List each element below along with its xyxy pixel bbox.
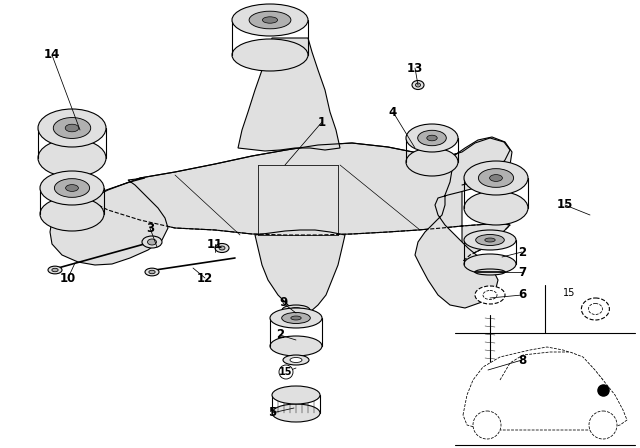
Ellipse shape bbox=[464, 191, 528, 225]
Polygon shape bbox=[88, 138, 510, 262]
Ellipse shape bbox=[262, 17, 278, 23]
Ellipse shape bbox=[270, 308, 322, 328]
Text: 11: 11 bbox=[207, 237, 223, 250]
Ellipse shape bbox=[232, 4, 308, 36]
Ellipse shape bbox=[249, 11, 291, 29]
Circle shape bbox=[473, 411, 501, 439]
Ellipse shape bbox=[483, 290, 497, 300]
Text: 5: 5 bbox=[268, 406, 276, 419]
Polygon shape bbox=[238, 38, 340, 151]
Polygon shape bbox=[50, 178, 168, 265]
Ellipse shape bbox=[418, 130, 446, 146]
Ellipse shape bbox=[479, 168, 514, 187]
Ellipse shape bbox=[145, 268, 159, 276]
Ellipse shape bbox=[40, 197, 104, 231]
Ellipse shape bbox=[142, 236, 162, 248]
Text: 9: 9 bbox=[279, 297, 287, 310]
Ellipse shape bbox=[65, 185, 79, 191]
Ellipse shape bbox=[483, 378, 497, 386]
Ellipse shape bbox=[291, 316, 301, 320]
Ellipse shape bbox=[147, 239, 157, 245]
Ellipse shape bbox=[52, 268, 58, 272]
Text: 13: 13 bbox=[407, 61, 423, 74]
Polygon shape bbox=[255, 230, 345, 312]
Ellipse shape bbox=[464, 230, 516, 250]
Text: 14: 14 bbox=[44, 48, 60, 61]
Ellipse shape bbox=[282, 313, 310, 323]
Text: 7: 7 bbox=[518, 266, 526, 279]
Text: 15: 15 bbox=[557, 198, 573, 211]
Ellipse shape bbox=[476, 234, 504, 246]
Ellipse shape bbox=[464, 161, 528, 195]
Text: 8: 8 bbox=[518, 353, 526, 366]
Ellipse shape bbox=[485, 238, 495, 242]
Ellipse shape bbox=[54, 179, 90, 198]
Ellipse shape bbox=[219, 246, 225, 250]
Ellipse shape bbox=[406, 148, 458, 176]
Text: 3: 3 bbox=[146, 221, 154, 234]
Text: 1: 1 bbox=[318, 116, 326, 129]
Polygon shape bbox=[415, 137, 512, 308]
Ellipse shape bbox=[272, 404, 320, 422]
Text: 15: 15 bbox=[563, 288, 575, 298]
Text: 6: 6 bbox=[518, 289, 526, 302]
Text: 15: 15 bbox=[279, 367, 292, 377]
Ellipse shape bbox=[490, 175, 502, 181]
Ellipse shape bbox=[290, 358, 302, 362]
Ellipse shape bbox=[588, 303, 602, 314]
Text: 12: 12 bbox=[197, 271, 213, 284]
Ellipse shape bbox=[475, 286, 505, 304]
Ellipse shape bbox=[290, 307, 302, 313]
Ellipse shape bbox=[38, 109, 106, 147]
Polygon shape bbox=[500, 352, 603, 380]
Ellipse shape bbox=[464, 254, 516, 274]
Text: 2: 2 bbox=[518, 246, 526, 258]
Text: 2: 2 bbox=[276, 328, 284, 341]
Text: 10: 10 bbox=[60, 271, 76, 284]
Ellipse shape bbox=[475, 269, 505, 275]
Ellipse shape bbox=[406, 124, 458, 152]
Ellipse shape bbox=[427, 135, 437, 141]
Ellipse shape bbox=[283, 355, 309, 365]
Ellipse shape bbox=[581, 298, 609, 320]
Polygon shape bbox=[463, 347, 627, 430]
Circle shape bbox=[279, 365, 293, 379]
Ellipse shape bbox=[270, 336, 322, 356]
Ellipse shape bbox=[282, 305, 310, 315]
Ellipse shape bbox=[40, 171, 104, 205]
Circle shape bbox=[589, 411, 617, 439]
Ellipse shape bbox=[215, 244, 229, 253]
Ellipse shape bbox=[38, 139, 106, 177]
Ellipse shape bbox=[48, 266, 62, 274]
Ellipse shape bbox=[415, 83, 420, 87]
Text: 4: 4 bbox=[389, 105, 397, 119]
Ellipse shape bbox=[272, 386, 320, 404]
Ellipse shape bbox=[53, 117, 91, 138]
Ellipse shape bbox=[412, 81, 424, 90]
Ellipse shape bbox=[232, 39, 308, 71]
Ellipse shape bbox=[65, 124, 79, 132]
Ellipse shape bbox=[149, 270, 155, 274]
